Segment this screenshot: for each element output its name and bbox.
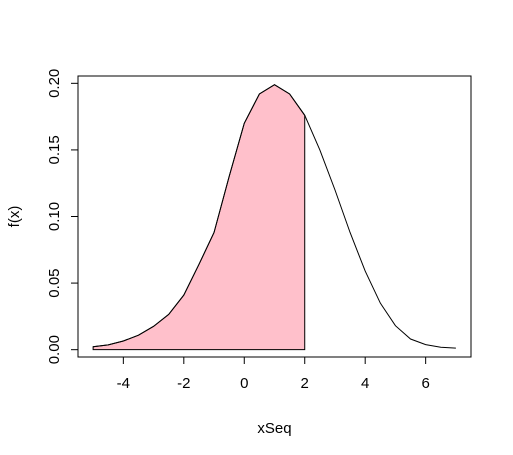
x-tick-label: -2 — [177, 375, 190, 392]
shaded-area — [92, 84, 306, 351]
y-tick-label: 0.20 — [46, 69, 63, 98]
x-tick-label: 4 — [361, 375, 369, 392]
y-tick-label: 0.00 — [46, 335, 63, 364]
x-axis: -4 -2 0 2 4 6 — [117, 356, 430, 392]
shaded-area-layer — [92, 84, 306, 351]
y-axis: 0.00 0.05 0.10 0.15 0.20 — [46, 69, 79, 364]
x-tick-label: 2 — [301, 375, 309, 392]
x-tick-label: 6 — [421, 375, 429, 392]
y-axis-label: f(x) — [6, 206, 23, 228]
curve-layer — [93, 84, 456, 349]
x-tick-label: -4 — [117, 375, 130, 392]
y-tick-label: 0.05 — [46, 268, 63, 297]
y-tick-label: 0.10 — [46, 202, 63, 231]
x-tick-label: 0 — [240, 375, 248, 392]
x-axis-label: xSeq — [257, 420, 291, 437]
density-curve — [93, 84, 456, 349]
y-tick-label: 0.15 — [46, 135, 63, 164]
